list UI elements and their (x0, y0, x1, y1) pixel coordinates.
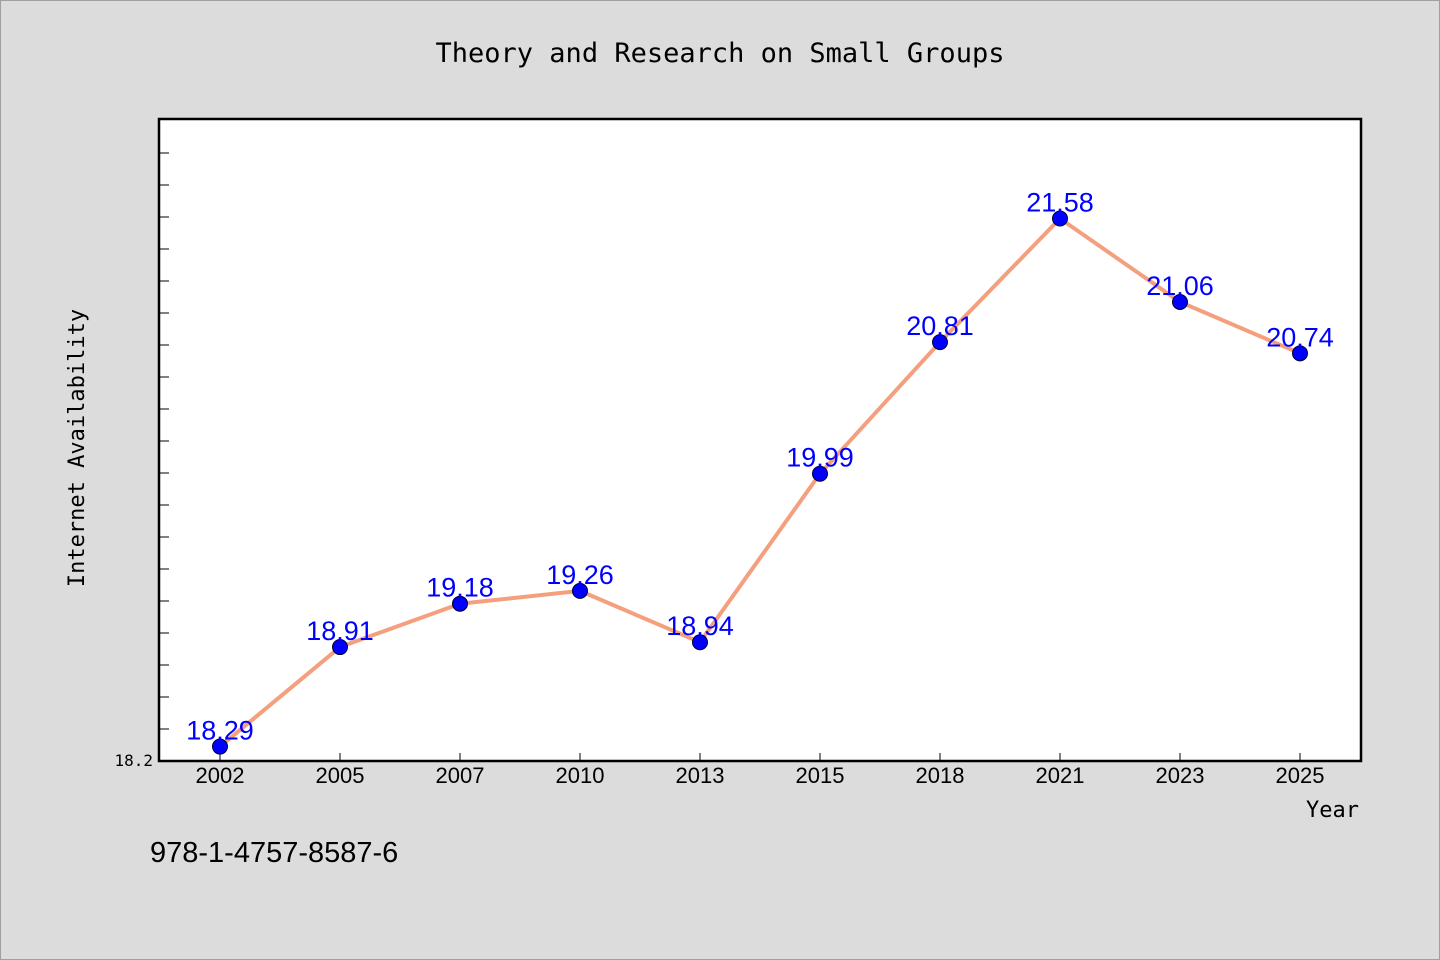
data-label: 20.81 (906, 311, 974, 341)
x-tick-label: 2023 (1156, 763, 1205, 788)
x-axis-ticks (219, 753, 1301, 761)
data-labels: 18.29 18.91 19.18 19.26 18.94 19.99 20.81 21.58… (186, 188, 1334, 746)
data-point (692, 634, 708, 651)
y-axis-ticks (159, 152, 169, 762)
data-label: 18.91 (306, 616, 374, 646)
data-point (812, 465, 828, 482)
x-tick-label: 2021 (1036, 763, 1085, 788)
x-tick-label: 2007 (436, 763, 485, 788)
data-label: 18.94 (666, 611, 734, 641)
data-point (212, 738, 228, 755)
data-point (332, 639, 348, 656)
data-point (1052, 210, 1068, 227)
x-tick-label: 2002 (196, 763, 245, 788)
x-tick-label: 2018 (916, 763, 965, 788)
data-label: 20.74 (1266, 322, 1334, 352)
y-axis-label: Internet Availability (65, 309, 90, 587)
data-point (1172, 293, 1188, 310)
x-tick-label: 2010 (556, 763, 605, 788)
data-label: 19.26 (546, 560, 614, 590)
x-tick-label: 2005 (316, 763, 365, 788)
y-axis-tick-label: 18.2 (114, 751, 153, 770)
data-label: 21.58 (1026, 188, 1094, 218)
data-point (452, 595, 468, 612)
data-label: 18.29 (186, 716, 254, 746)
data-label: 21.06 (1146, 271, 1214, 301)
chart-title: Theory and Research on Small Groups (436, 38, 1005, 69)
data-label: 19.99 (786, 443, 854, 473)
x-tick-label: 2015 (796, 763, 845, 788)
data-point (1292, 345, 1308, 362)
x-tick-label: 2013 (676, 763, 725, 788)
x-axis-label: Year (1306, 798, 1359, 823)
data-point (932, 334, 948, 351)
series-markers (212, 210, 1308, 755)
data-label: 19.18 (426, 573, 494, 603)
plot-area (157, 117, 1363, 763)
x-axis-tick-labels: 2002 2005 2007 2010 2013 2015 2018 2021 2023 2025 (196, 763, 1325, 788)
footer-isbn: 978-1-4757-8587-6 (150, 837, 398, 869)
data-point (572, 582, 588, 599)
series-line (218, 216, 1301, 749)
x-tick-label: 2025 (1276, 763, 1325, 788)
